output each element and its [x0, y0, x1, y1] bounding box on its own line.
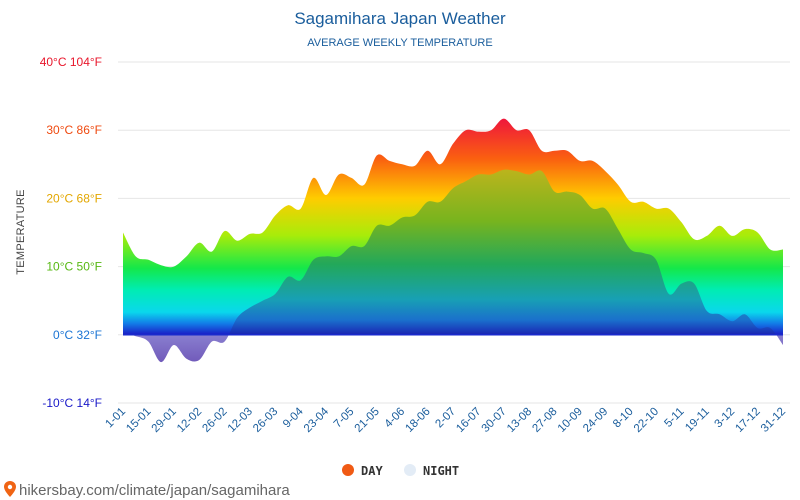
y-tick-label: 10°C 50°F [46, 260, 102, 274]
x-tick-label: 13-08 [505, 406, 534, 435]
legend: DAY NIGHT [342, 464, 459, 478]
map-pin-icon [4, 481, 16, 497]
legend-item-day[interactable]: DAY [342, 464, 383, 478]
x-tick-label: 29-01 [150, 406, 179, 435]
x-tick-label: 19-11 [683, 406, 712, 435]
chart-subtitle: AVERAGE WEEKLY TEMPERATURE [307, 37, 492, 49]
x-tick-label: 24-09 [581, 406, 610, 435]
y-tick-label: 20°C 68°F [46, 191, 102, 205]
y-tick-label: 40°C 104°F [40, 55, 102, 69]
x-tick-label: 22-10 [632, 406, 661, 435]
x-tick-label: 18-06 [403, 406, 432, 435]
legend-item-night[interactable]: NIGHT [404, 464, 459, 478]
x-tick-label: 26-03 [251, 406, 280, 435]
x-tick-label: 17-12 [733, 406, 762, 435]
x-tick-label: 26-02 [200, 406, 229, 435]
legend-night-marker [404, 464, 416, 476]
source-credit[interactable]: hikersbay.com/climate/japan/sagamihara [4, 481, 290, 499]
night-temperature-area [123, 169, 783, 363]
y-axis-ticks: 40°C 104°F 30°C 86°F 20°C 68°F 10°C 50°F 0°C… [40, 55, 102, 410]
x-tick-label: 21-05 [353, 406, 382, 435]
y-axis-label: TEMPERATURE [15, 189, 27, 275]
y-tick-label: 0°C 32°F [53, 328, 102, 342]
legend-day-marker [342, 464, 354, 476]
legend-day-label: DAY [361, 464, 383, 478]
chart-title: Sagamihara Japan Weather [294, 9, 506, 28]
legend-night-label: NIGHT [423, 464, 459, 478]
x-tick-label: 10-09 [556, 406, 585, 435]
x-tick-label: 12-02 [175, 406, 204, 435]
x-tick-label: 27-08 [530, 406, 559, 435]
x-tick-label: 16-07 [454, 406, 483, 435]
source-link[interactable]: hikersbay.com/climate/japan/sagamihara [19, 482, 290, 499]
y-tick-label: 30°C 86°F [46, 123, 102, 137]
x-tick-label: 23-04 [302, 405, 332, 435]
night-area-below-zero [123, 334, 783, 363]
night-area-above-zero [123, 169, 776, 334]
y-tick-label: -10°C 14°F [42, 396, 102, 410]
x-tick-label: 12-03 [226, 406, 255, 435]
x-tick-label: 31-12 [759, 406, 788, 435]
x-tick-label: 15-01 [124, 406, 153, 435]
x-tick-label: 30-07 [480, 406, 509, 435]
